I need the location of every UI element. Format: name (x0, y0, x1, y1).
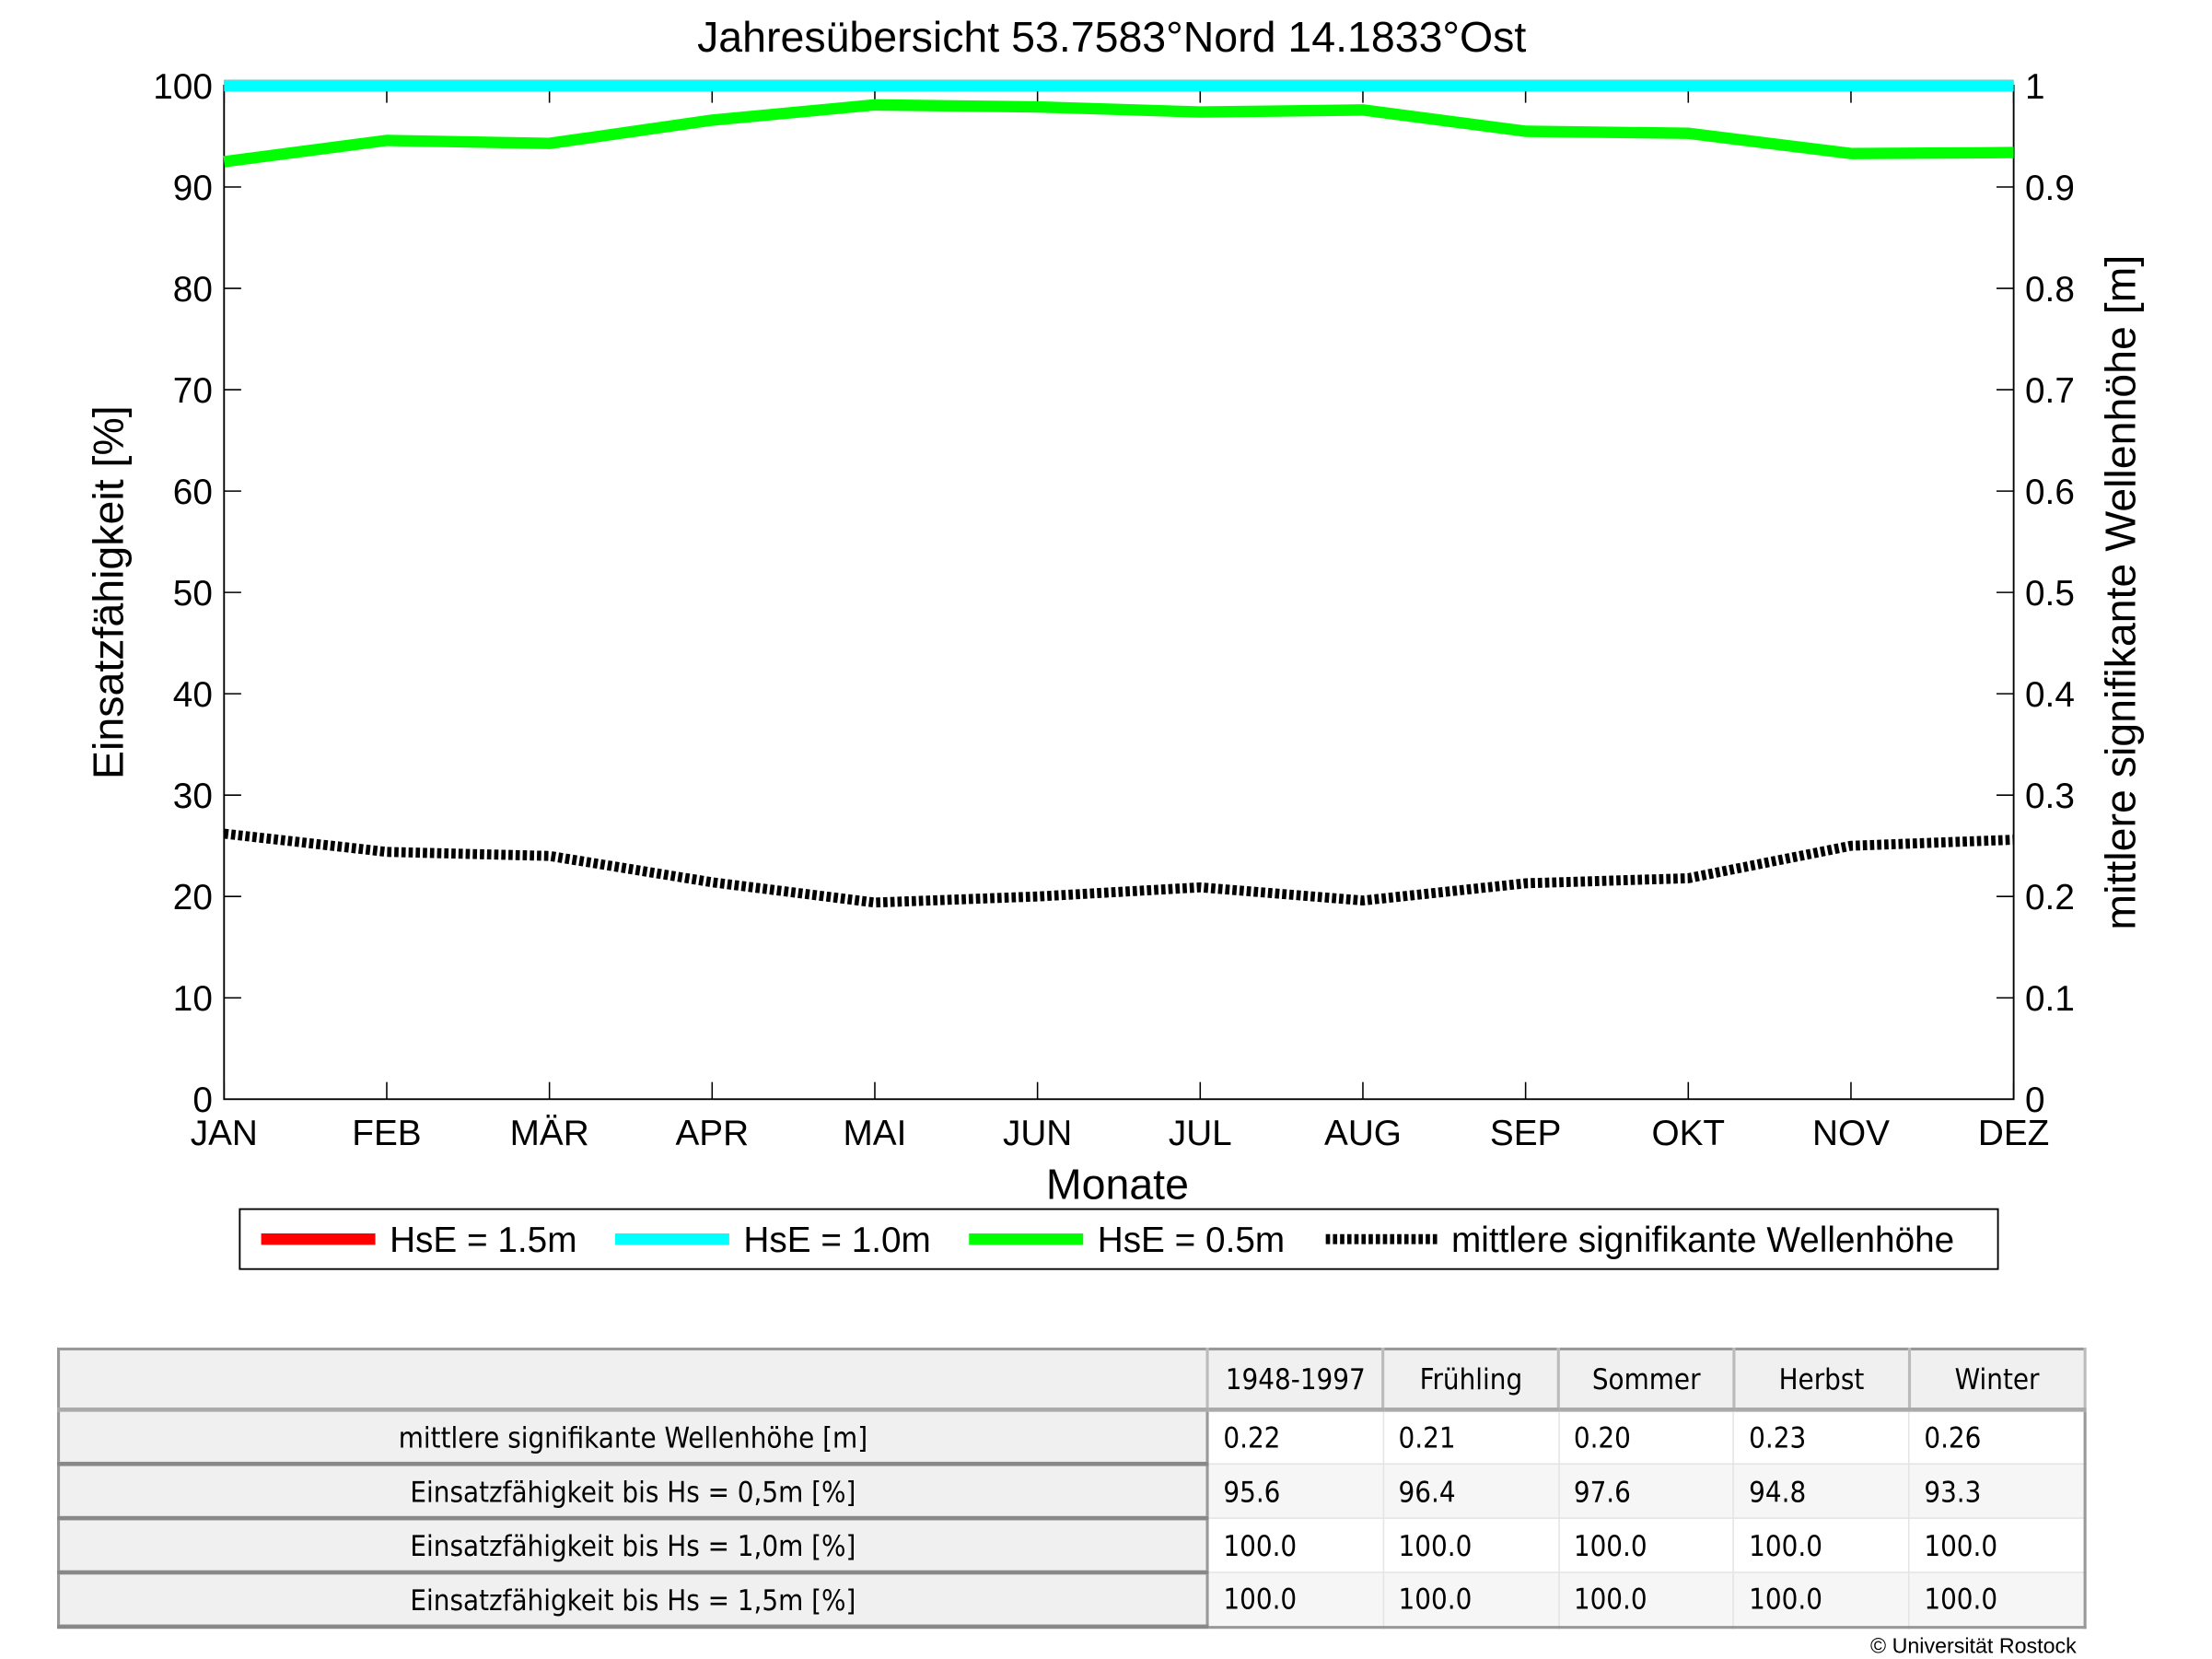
table-header: Frühling (1382, 1348, 1561, 1412)
copyright: © Universität Rostock (1869, 1634, 2077, 1659)
y2-tick-label: 0.3 (2025, 777, 2075, 816)
y-tick-label: 30 (173, 777, 213, 816)
table-cell: 100.0 (1382, 1517, 1560, 1573)
y-tick-label: 70 (173, 371, 213, 411)
x-tick-label: MÄR (510, 1114, 589, 1153)
legend-label: HsE = 1.5m (390, 1221, 576, 1260)
table-cell: 100.0 (1557, 1571, 1735, 1628)
y-tick-label: 90 (173, 169, 213, 208)
y2-tick-label: 0.5 (2025, 574, 2075, 613)
x-tick-label: JAN (191, 1114, 258, 1153)
y-tick-label: 20 (173, 878, 213, 917)
table-cell: 100.0 (1206, 1517, 1385, 1573)
chart-title: Jahresübersicht 53.7583°Nord 14.1833°Ost (697, 13, 1526, 61)
y2-tick-label: 0.9 (2025, 169, 2075, 208)
row-label: Einsatzfähigkeit bis Hs = 0,5m [%] (57, 1463, 1209, 1521)
table-cell: 0.20 (1557, 1408, 1735, 1465)
x-tick-label: SEP (1490, 1114, 1562, 1153)
y-tick-label: 10 (173, 979, 213, 1019)
y2-tick-label: 0.2 (2025, 878, 2075, 917)
table-cell: 0.21 (1382, 1408, 1560, 1465)
legend-label: mittlere signifikante Wellenhöhe (1451, 1221, 1954, 1260)
table-cell: 100.0 (1908, 1571, 2086, 1628)
y-tick-label: 0 (192, 1081, 213, 1120)
legend-label: HsE = 1.0m (743, 1221, 930, 1260)
table-cell: 100.0 (1733, 1571, 1910, 1628)
table-cell: 0.22 (1206, 1408, 1385, 1465)
row-label: Einsatzfähigkeit bis Hs = 1,5m [%] (57, 1571, 1209, 1630)
table-row: Einsatzfähigkeit bis Hs = 0,5m [%] 95.6 96… (57, 1463, 2086, 1521)
table-corner (57, 1348, 1209, 1412)
y-tick-label: 100 (153, 67, 213, 107)
legend-label: HsE = 0.5m (1098, 1221, 1285, 1260)
table-header: 1948-1997 (1206, 1348, 1385, 1412)
y2-tick-label: 0.7 (2025, 371, 2075, 411)
x-tick-label: APR (675, 1114, 749, 1153)
legend (239, 1208, 1999, 1270)
y2-tick-label: 0.8 (2025, 270, 2075, 310)
summary-table: 1948-1997 Frühling Sommer Herbst Winter … (56, 1347, 2087, 1630)
row-label: Einsatzfähigkeit bis Hs = 1,0m [%] (57, 1517, 1209, 1575)
table-cell: 94.8 (1733, 1463, 1910, 1519)
table-cell: 100.0 (1557, 1517, 1735, 1573)
table-header-row: 1948-1997 Frühling Sommer Herbst Winter (57, 1348, 2087, 1412)
y2-tick-label: 0.4 (2025, 675, 2075, 715)
y2-tick-label: 0.1 (2025, 979, 2075, 1019)
table-cell: 96.4 (1382, 1463, 1560, 1519)
table-header: Herbst (1733, 1348, 1911, 1412)
x-tick-label: FEB (352, 1114, 421, 1153)
y2-tick-label: 0 (2025, 1081, 2045, 1120)
y-axis-label: Einsatzfähigkeit [%] (84, 405, 132, 779)
y2-tick-label: 0.6 (2025, 473, 2075, 512)
chart: Jahresübersicht 53.7583°Nord 14.1833°Ost… (84, 13, 2144, 1270)
table-cell: 100.0 (1206, 1571, 1385, 1628)
table-cell: 95.6 (1206, 1463, 1385, 1519)
series-line-2 (223, 99, 2014, 168)
x-axis-label: Monate (1046, 1161, 1189, 1209)
x-tick-label: AUG (1324, 1114, 1402, 1153)
row-label: mittlere signifikante Wellenhöhe [m] (57, 1408, 1209, 1466)
y-tick-label: 40 (173, 675, 213, 715)
table-row: Einsatzfähigkeit bis Hs = 1,5m [%] 100.0 1… (57, 1571, 2086, 1630)
x-tick-label: OKT (1651, 1114, 1725, 1153)
y-tick-label: 50 (173, 574, 213, 613)
table-header: Winter (1908, 1348, 2087, 1412)
y-tick-label: 80 (173, 270, 213, 310)
y2-tick-label: 1 (2025, 67, 2045, 107)
x-tick-label: JUL (1169, 1114, 1232, 1153)
x-tick-label: MAI (844, 1114, 907, 1153)
table-cell: 100.0 (1908, 1517, 2086, 1573)
plot-area (223, 85, 2015, 1101)
table-cell: 100.0 (1382, 1571, 1560, 1628)
series-line-3 (223, 828, 2014, 908)
table-row: mittlere signifikante Wellenhöhe [m] 0.22… (57, 1408, 2086, 1466)
y2-axis-label: mittlere signifikante Wellenhöhe [m] (2096, 255, 2144, 930)
x-tick-label: JUN (1003, 1114, 1072, 1153)
table-cell: 93.3 (1908, 1463, 2086, 1519)
table-cell: 100.0 (1733, 1517, 1910, 1573)
x-tick-label: NOV (1812, 1114, 1890, 1153)
table-cell: 0.23 (1733, 1408, 1910, 1465)
table-cell: 0.26 (1908, 1408, 2086, 1465)
table-cell: 97.6 (1557, 1463, 1735, 1519)
table-row: Einsatzfähigkeit bis Hs = 1,0m [%] 100.0 1… (57, 1517, 2086, 1575)
y-tick-label: 60 (173, 473, 213, 512)
table-header: Sommer (1557, 1348, 1736, 1412)
x-tick-label: DEZ (1978, 1114, 2049, 1153)
